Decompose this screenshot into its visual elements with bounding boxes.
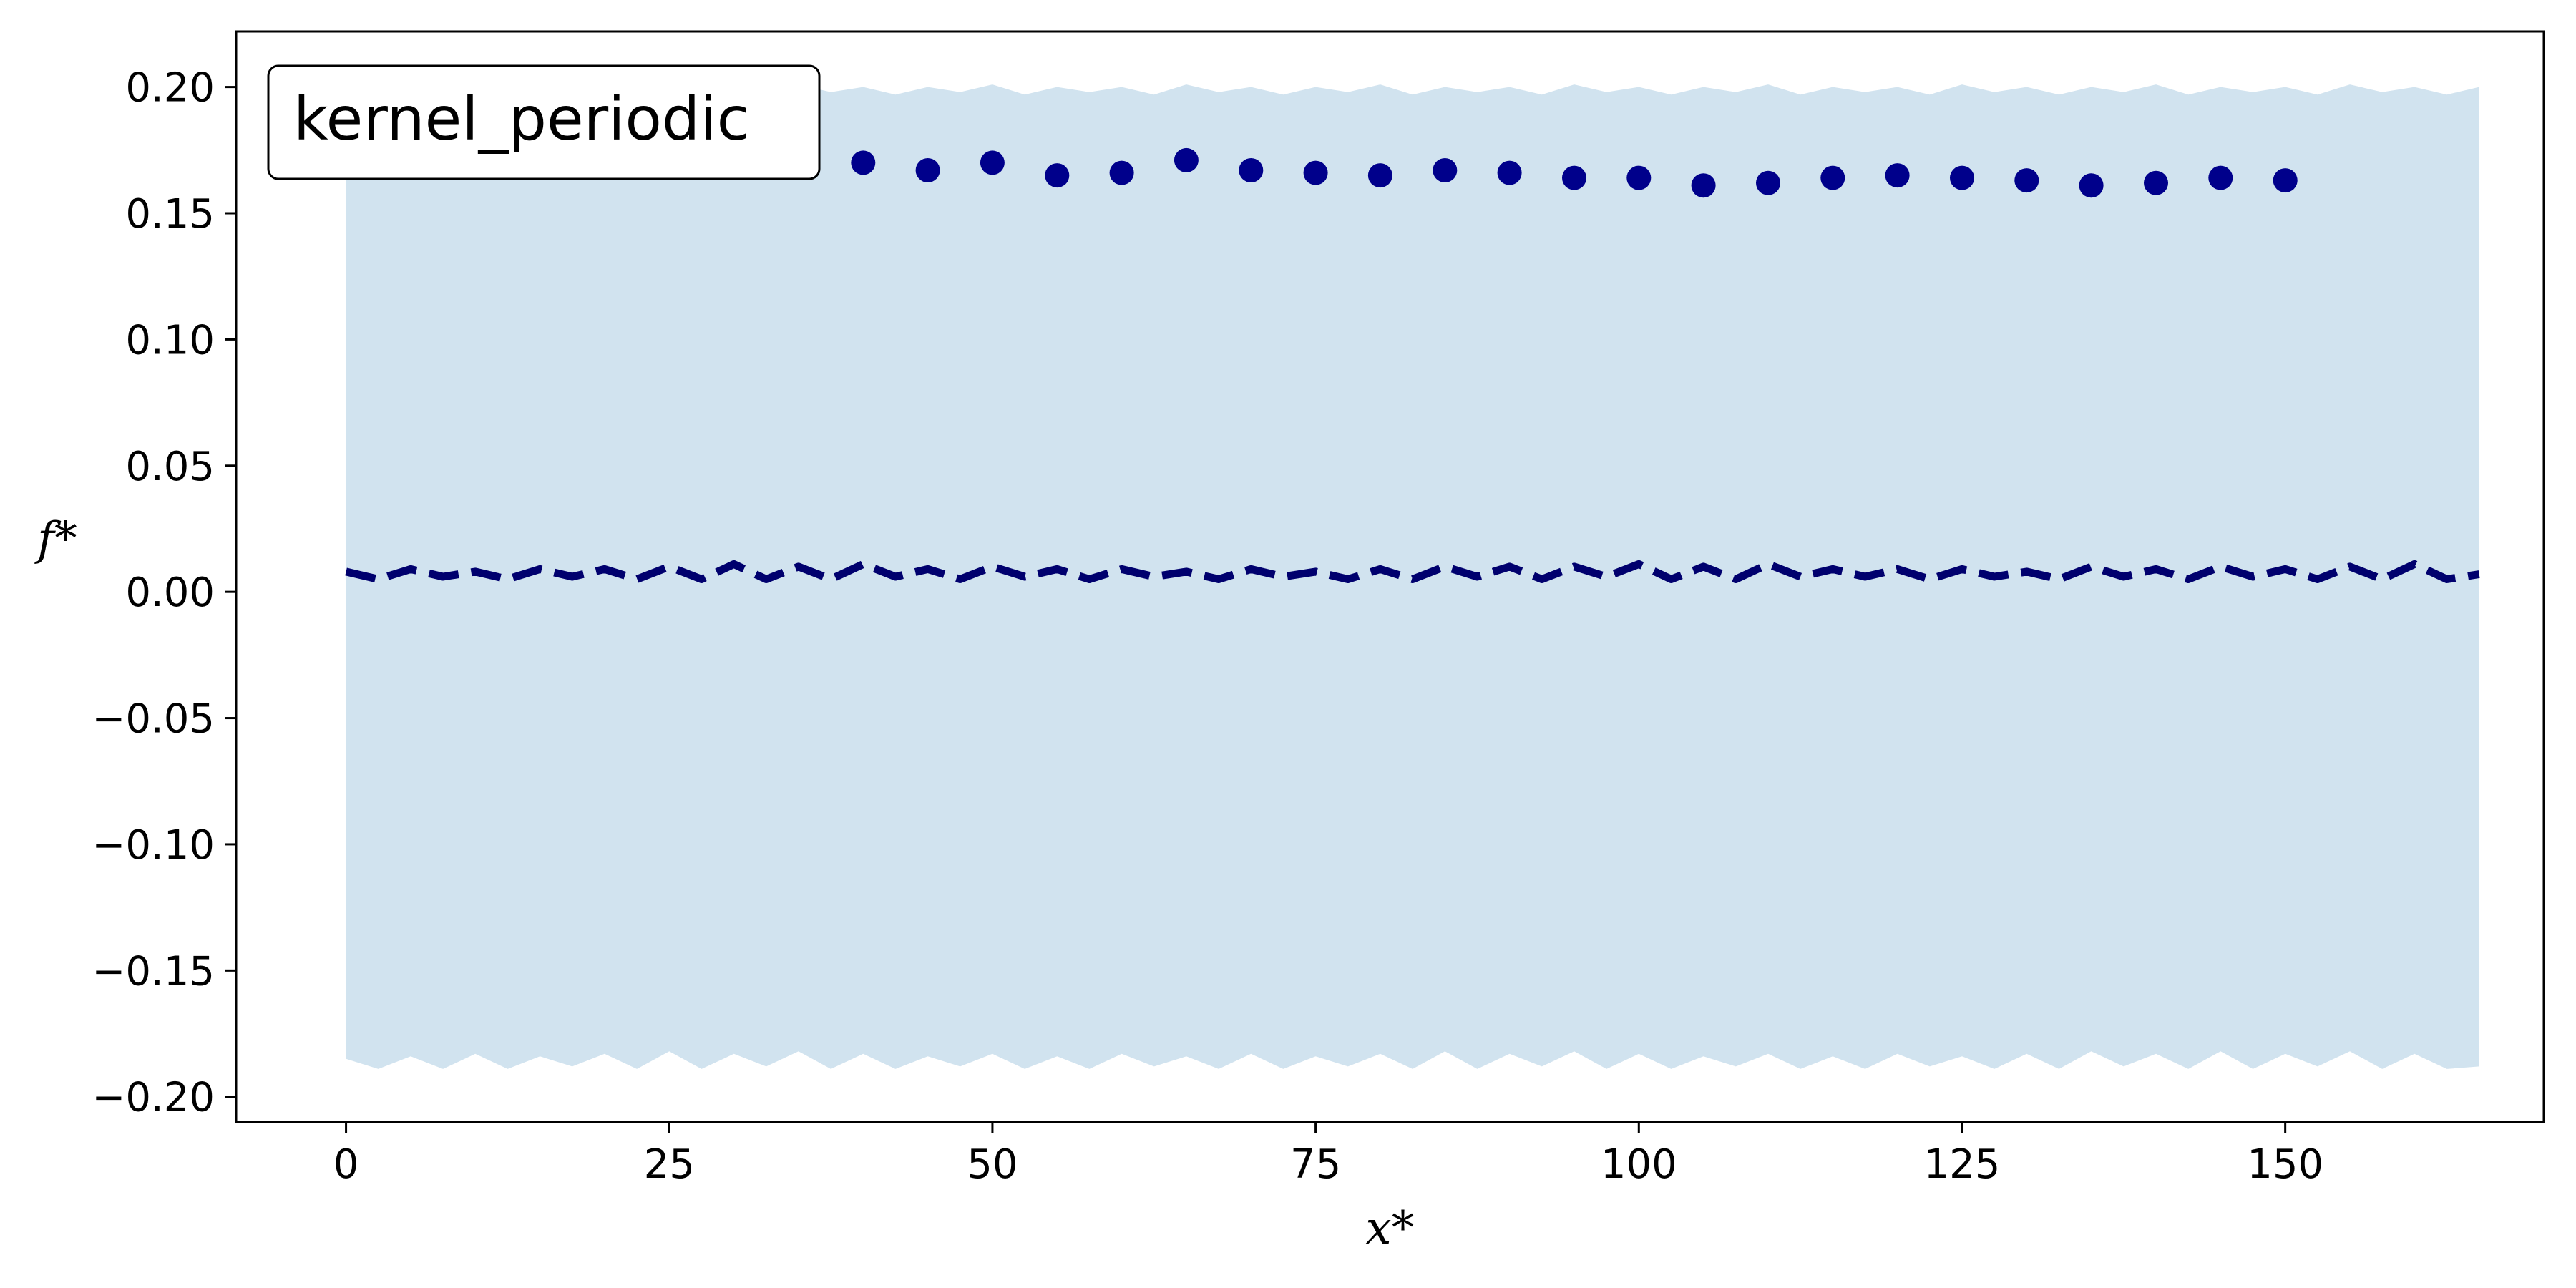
x-tick-label: 50 [967, 1141, 1018, 1188]
observation-point [2273, 168, 2298, 193]
observation-point [1626, 165, 1652, 190]
x-tick-label: 75 [1290, 1141, 1341, 1188]
x-tick-label: 0 [333, 1141, 359, 1188]
legend: kernel_periodic [267, 64, 821, 180]
observation-point [1109, 160, 1134, 185]
observation-point [2144, 170, 2168, 195]
y-axis-ticks: 0.20 0.15 0.10 0.05 0.00 −0.05 −0.10 −0.15 −0.20 [92, 65, 236, 1121]
observation-point [1045, 163, 1070, 188]
observation-point [1885, 163, 1910, 188]
y-tick-label: −0.15 [92, 948, 215, 995]
observation-point [980, 150, 1005, 175]
x-tick-label: 25 [644, 1141, 695, 1188]
x-axis-ticks: 0 25 50 75 100 125 150 [333, 1122, 2323, 1188]
observation-point [2079, 173, 2104, 198]
mean-line-layer [345, 560, 2480, 583]
observation-point [2014, 168, 2039, 193]
y-axis-label: f* [34, 512, 77, 565]
y-tick-label: −0.20 [92, 1075, 215, 1121]
observation-point [1367, 163, 1392, 188]
observation-point [1691, 173, 1716, 198]
x-tick-label: 150 [2247, 1141, 2323, 1188]
observation-point [1950, 165, 1974, 190]
legend-label: kernel_periodic [293, 84, 750, 154]
observation-point [915, 158, 940, 182]
x-tick-label: 125 [1924, 1141, 2001, 1188]
x-axis-label: x* [1365, 1202, 1414, 1255]
observation-point [1562, 165, 1586, 190]
observation-point [1174, 147, 1199, 172]
observation-point [1303, 160, 1328, 185]
legend-box [267, 64, 821, 180]
y-tick-label: −0.10 [92, 822, 215, 869]
x-tick-label: 100 [1601, 1141, 1677, 1188]
observation-point [1756, 170, 1780, 195]
observation-point [1239, 158, 1264, 182]
observation-point [1433, 158, 1458, 182]
y-tick-label: 0.10 [125, 317, 215, 364]
observation-point [851, 150, 876, 175]
y-tick-label: 0.00 [125, 570, 215, 616]
observation-point [1497, 160, 1522, 185]
plot-frame [235, 30, 2545, 1123]
observation-point [2208, 165, 2233, 190]
posterior-mean-line [345, 560, 2480, 583]
y-tick-label: 0.15 [125, 191, 215, 238]
y-tick-label: −0.05 [92, 696, 215, 743]
y-tick-label: 0.20 [125, 65, 215, 112]
y-tick-label: 0.05 [125, 444, 215, 490]
observation-point [1820, 165, 1845, 190]
